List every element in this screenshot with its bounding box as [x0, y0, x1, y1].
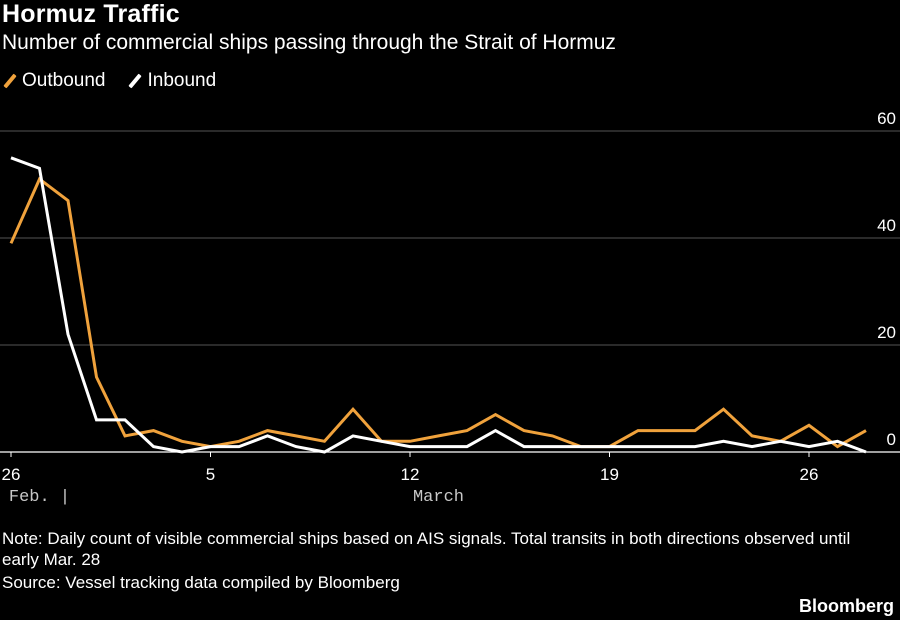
bloomberg-logo: Bloomberg — [798, 596, 894, 616]
x-tick-label-26: 26 — [2, 465, 21, 484]
series-line-outbound — [9, 176, 867, 449]
y-tick-label-20: 20 — [877, 323, 896, 342]
outbound-swatch-icon — [3, 73, 17, 89]
legend-label-outbound: Outbound — [22, 70, 106, 91]
legend-label-inbound: Inbound — [147, 70, 217, 91]
y-tick-label-60: 60 — [877, 109, 896, 128]
chart-title: Hormuz Traffic — [2, 0, 180, 28]
x-month-label-1: March — [413, 488, 464, 507]
legend-item-inbound: Inbound — [127, 70, 216, 92]
chart-subtitle: Number of commercial ships passing throu… — [2, 31, 616, 54]
legend-item-outbound: Outbound — [2, 70, 105, 92]
x-tick-label-19: 19 — [600, 465, 619, 484]
x-month-label-0: Feb. | — [9, 488, 70, 507]
series-line-inbound — [10, 156, 867, 454]
x-tick-label-26: 26 — [800, 465, 819, 484]
line-chart: 0 20 40 60 26 5 12 19 26 Feb. | March — [0, 109, 900, 507]
y-tick-label-0: 0 — [887, 430, 896, 449]
chart-source: Source: Vessel tracking data compiled by… — [2, 573, 400, 592]
y-tick-label-40: 40 — [877, 216, 896, 235]
chart-note: Note: Daily count of visible commercial … — [2, 529, 851, 569]
x-tick-label-5: 5 — [206, 465, 215, 484]
x-tick-label-12: 12 — [401, 465, 420, 484]
inbound-swatch-icon — [128, 73, 143, 89]
legend: Outbound Inbound — [2, 70, 238, 92]
